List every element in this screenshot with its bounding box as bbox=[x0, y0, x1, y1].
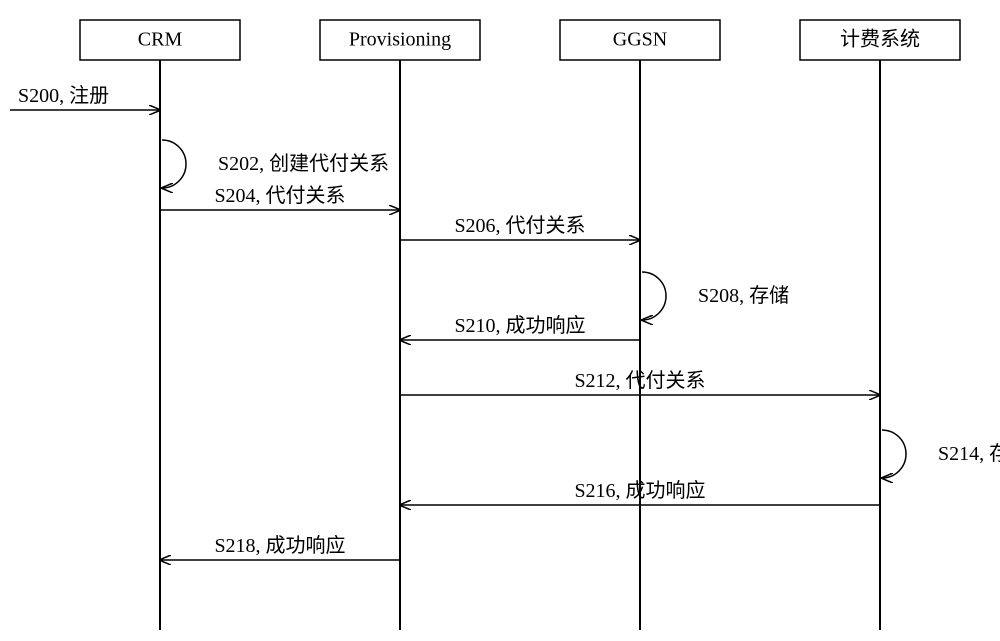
message-label-s216: S216, 成功响应 bbox=[574, 479, 705, 502]
message-label-s200: S200, 注册 bbox=[18, 84, 109, 107]
self-message-s214 bbox=[882, 430, 906, 478]
message-label-s212: S212, 代付关系 bbox=[574, 369, 705, 392]
message-label-s218: S218, 成功响应 bbox=[214, 534, 345, 557]
sequence-diagram: CRM Provisioning GGSN 计费系统 S200, 注册 S202, 创建代… bbox=[0, 0, 1000, 641]
self-message-s208 bbox=[642, 272, 666, 320]
message-label-s214: S214, 存储 bbox=[938, 442, 1000, 465]
self-message-s202 bbox=[162, 140, 186, 188]
participant-label-ggsn: GGSN bbox=[613, 29, 667, 51]
message-label-s204: S204, 代付关系 bbox=[214, 184, 345, 207]
participant-label-prov: Provisioning bbox=[349, 29, 451, 51]
participant-label-crm: CRM bbox=[138, 29, 183, 51]
message-label-s202: S202, 创建代付关系 bbox=[218, 152, 389, 175]
message-label-s210: S210, 成功响应 bbox=[454, 314, 585, 337]
participant-label-bill: 计费系统 bbox=[840, 28, 920, 51]
message-label-s208: S208, 存储 bbox=[698, 284, 789, 307]
message-label-s206: S206, 代付关系 bbox=[454, 214, 585, 237]
